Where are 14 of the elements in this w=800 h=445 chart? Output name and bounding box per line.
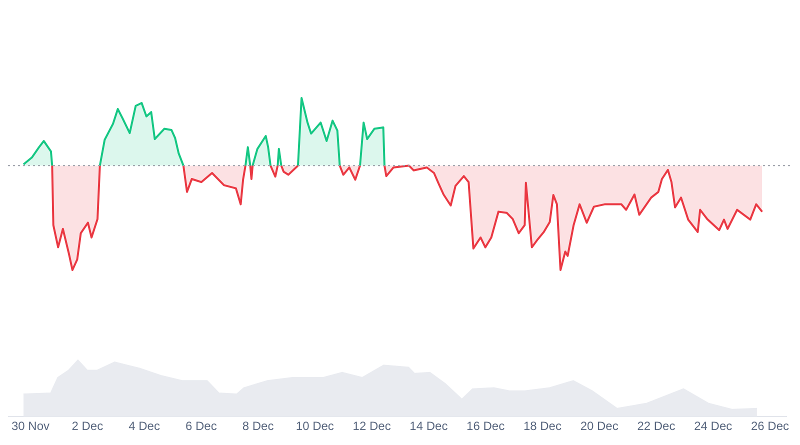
x-tick-label: 2 Dec bbox=[72, 419, 104, 434]
x-tick-label: 6 Dec bbox=[185, 419, 217, 434]
x-tick-label: 4 Dec bbox=[128, 419, 160, 434]
x-tick-label: 24 Dec bbox=[694, 419, 732, 434]
x-tick-label: 22 Dec bbox=[637, 419, 676, 434]
x-tick-label: 14 Dec bbox=[410, 419, 448, 434]
x-tick-label: 16 Dec bbox=[466, 419, 505, 434]
x-tick-label: 18 Dec bbox=[523, 419, 562, 434]
x-tick-label: 30 Nov bbox=[12, 419, 50, 434]
x-tick-label: 8 Dec bbox=[242, 419, 274, 434]
x-tick-label: 20 Dec bbox=[580, 419, 618, 434]
x-tick-label: 10 Dec bbox=[296, 419, 334, 434]
x-tick-label: 26 Dec bbox=[750, 419, 790, 434]
x-tick-label: 12 Dec bbox=[352, 419, 391, 434]
